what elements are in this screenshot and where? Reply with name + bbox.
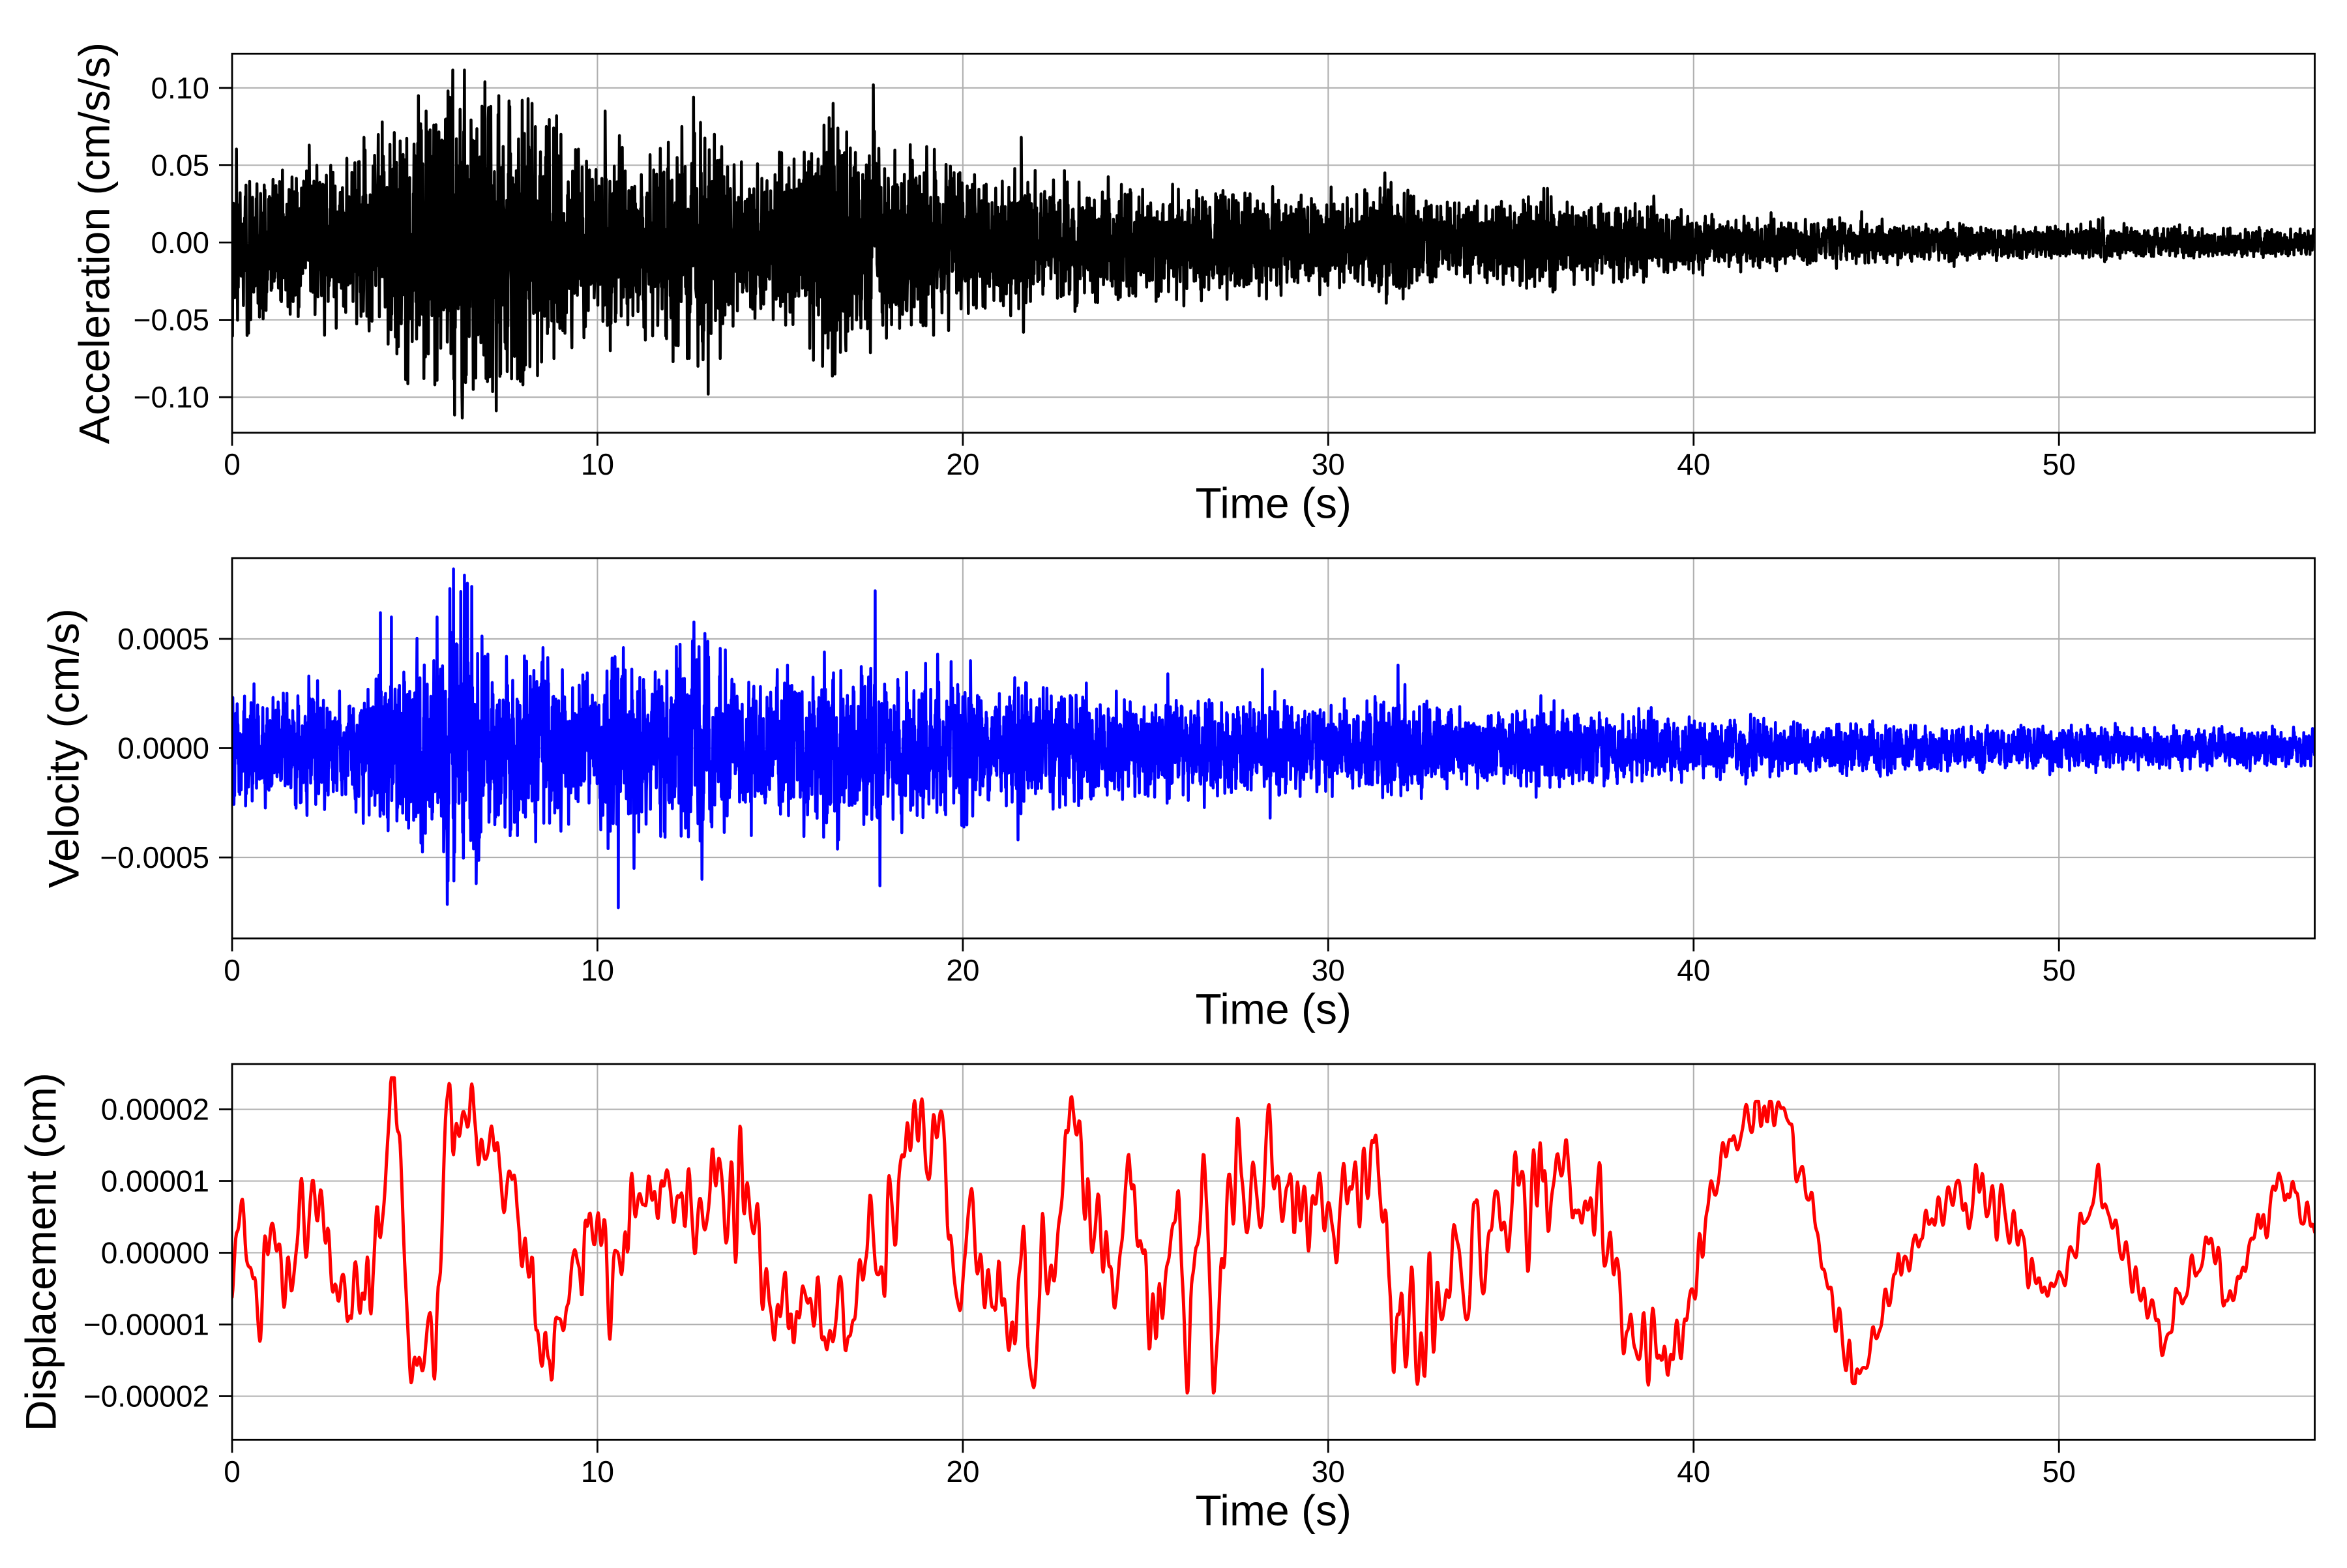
svg-text:0.00001: 0.00001 [101, 1164, 209, 1198]
svg-text:0.05: 0.05 [151, 148, 209, 182]
svg-text:0.10: 0.10 [151, 71, 209, 105]
svg-text:−0.0005: −0.0005 [100, 840, 209, 874]
svg-text:0: 0 [224, 1455, 241, 1488]
svg-text:30: 30 [1312, 953, 1345, 987]
svg-text:10: 10 [581, 1455, 614, 1488]
svg-text:50: 50 [2043, 953, 2076, 987]
svg-text:20: 20 [946, 953, 979, 987]
svg-text:30: 30 [1312, 1455, 1345, 1488]
svg-text:Time (s): Time (s) [1195, 984, 1351, 1033]
svg-text:0: 0 [224, 953, 241, 987]
svg-text:30: 30 [1312, 447, 1345, 481]
svg-text:10: 10 [581, 953, 614, 987]
svg-text:0.00000: 0.00000 [101, 1236, 209, 1270]
svg-text:10: 10 [581, 447, 614, 481]
svg-text:20: 20 [946, 447, 979, 481]
svg-text:40: 40 [1677, 1455, 1710, 1488]
svg-text:0.00002: 0.00002 [101, 1093, 209, 1127]
svg-text:0.00: 0.00 [151, 226, 209, 259]
svg-text:Acceleration (cm/s/s): Acceleration (cm/s/s) [70, 42, 119, 444]
svg-text:−0.00002: −0.00002 [83, 1380, 209, 1413]
svg-text:40: 40 [1677, 953, 1710, 987]
svg-text:20: 20 [946, 1455, 979, 1488]
svg-text:Velocity (cm/s): Velocity (cm/s) [40, 608, 88, 888]
svg-text:Time (s): Time (s) [1195, 1486, 1351, 1534]
svg-text:Time (s): Time (s) [1195, 479, 1351, 527]
svg-text:−0.10: −0.10 [134, 380, 209, 414]
svg-text:−0.00001: −0.00001 [83, 1308, 209, 1342]
svg-text:50: 50 [2043, 447, 2076, 481]
svg-text:50: 50 [2043, 1455, 2076, 1488]
svg-text:0.0005: 0.0005 [117, 622, 209, 656]
svg-text:Displacement (cm): Displacement (cm) [17, 1072, 65, 1431]
svg-text:0: 0 [224, 447, 241, 481]
svg-text:0.0000: 0.0000 [117, 732, 209, 765]
svg-text:−0.05: −0.05 [134, 303, 209, 337]
svg-text:40: 40 [1677, 447, 1710, 481]
